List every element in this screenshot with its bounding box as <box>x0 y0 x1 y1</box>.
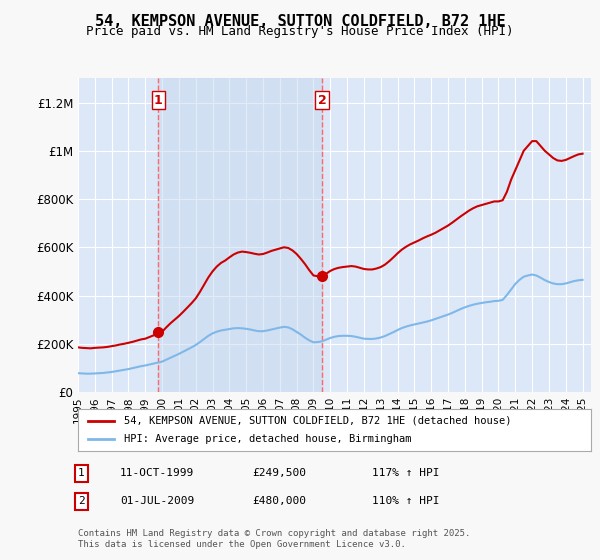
Text: 1: 1 <box>78 468 85 478</box>
Text: 01-JUL-2009: 01-JUL-2009 <box>120 496 194 506</box>
Text: 110% ↑ HPI: 110% ↑ HPI <box>372 496 439 506</box>
Text: £480,000: £480,000 <box>252 496 306 506</box>
Text: Price paid vs. HM Land Registry's House Price Index (HPI): Price paid vs. HM Land Registry's House … <box>86 25 514 38</box>
Text: 54, KEMPSON AVENUE, SUTTON COLDFIELD, B72 1HE (detached house): 54, KEMPSON AVENUE, SUTTON COLDFIELD, B7… <box>124 416 512 426</box>
Text: 11-OCT-1999: 11-OCT-1999 <box>120 468 194 478</box>
Text: HPI: Average price, detached house, Birmingham: HPI: Average price, detached house, Birm… <box>124 434 412 444</box>
Text: 54, KEMPSON AVENUE, SUTTON COLDFIELD, B72 1HE: 54, KEMPSON AVENUE, SUTTON COLDFIELD, B7… <box>95 14 505 29</box>
Bar <box>158 78 322 392</box>
Text: 1: 1 <box>154 94 163 107</box>
Text: 117% ↑ HPI: 117% ↑ HPI <box>372 468 439 478</box>
Text: 2: 2 <box>317 94 326 107</box>
Text: Contains HM Land Registry data © Crown copyright and database right 2025.
This d: Contains HM Land Registry data © Crown c… <box>78 529 470 549</box>
Text: 2: 2 <box>78 496 85 506</box>
Text: £249,500: £249,500 <box>252 468 306 478</box>
